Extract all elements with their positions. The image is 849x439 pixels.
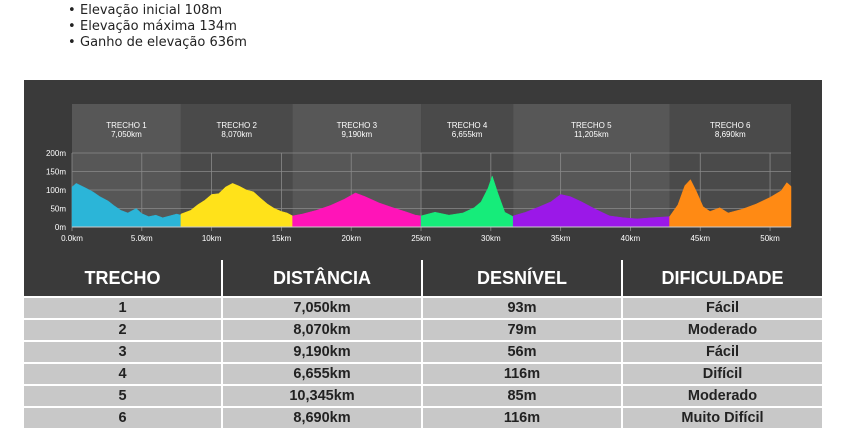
header-dificuldade: DIFICULDADE [621, 260, 822, 297]
segment-distance-label: 8,690km [715, 130, 746, 139]
stat-max-elevation: Elevação máxima 134m [66, 19, 247, 35]
elevation-stats-list: Elevação inicial 108m Elevação máxima 13… [66, 3, 247, 51]
cell-desnivel: 93m [421, 296, 623, 320]
cell-trecho: 1 [24, 296, 223, 320]
segment-distance-label: 9,190km [341, 130, 372, 139]
x-tick-label: 45km [690, 234, 710, 243]
table-row: 2 8,070km 79m Moderado [24, 318, 822, 342]
segment-band [513, 104, 670, 227]
segments-table: TRECHO DISTÂNCIA DESNÍVEL DIFICULDADE 1 … [24, 260, 822, 430]
x-tick-label: 30km [481, 234, 501, 243]
stat-elevation-gain: Ganho de elevação 636m [66, 35, 247, 51]
table-row: 6 8,690km 116m Muito Difícil [24, 406, 822, 430]
cell-desnivel: 116m [421, 406, 623, 430]
x-tick-label: 20km [341, 234, 361, 243]
cell-desnivel: 116m [421, 362, 623, 386]
elevation-area [512, 194, 670, 228]
segment-distance-label: 6,655km [452, 130, 483, 139]
cell-distancia: 8,070km [221, 318, 423, 342]
segment-label: TRECHO 1 [106, 121, 147, 130]
x-tick-label: 15km [272, 234, 292, 243]
x-tick-label: 40km [621, 234, 641, 243]
x-tick-label: 5.0km [131, 234, 153, 243]
table-row: 5 10,345km 85m Moderado [24, 384, 822, 408]
cell-trecho: 2 [24, 318, 223, 342]
cell-desnivel: 56m [421, 340, 623, 364]
cell-dificuldade: Muito Difícil [621, 406, 822, 430]
elevation-area [420, 175, 514, 228]
cell-distancia: 6,655km [221, 362, 423, 386]
cell-trecho: 4 [24, 362, 223, 386]
cell-dificuldade: Fácil [621, 296, 822, 320]
y-tick-label: 0m [55, 223, 66, 232]
cell-distancia: 7,050km [221, 296, 423, 320]
x-tick-label: 0.0km [61, 234, 83, 243]
elevation-profile-chart: TRECHO 17,050km TRECHO 28,070km TRECHO 39,… [46, 104, 792, 243]
segments-table-wrapper: TRECHO DISTÂNCIA DESNÍVEL DIFICULDADE 1 … [24, 260, 822, 430]
header-distancia: DISTÂNCIA [221, 260, 423, 297]
elevation-area [669, 179, 792, 228]
cell-dificuldade: Fácil [621, 340, 822, 364]
x-tick-label: 10km [202, 234, 222, 243]
cell-distancia: 9,190km [221, 340, 423, 364]
header-desnivel: DESNÍVEL [421, 260, 623, 297]
cell-trecho: 3 [24, 340, 223, 364]
cell-desnivel: 79m [421, 318, 623, 342]
segment-label: TRECHO 4 [447, 121, 488, 130]
table-header-row: TRECHO DISTÂNCIA DESNÍVEL DIFICULDADE [24, 260, 822, 297]
header-trecho: TRECHO [24, 260, 223, 297]
elevation-area [292, 192, 422, 228]
cell-distancia: 8,690km [221, 406, 423, 430]
cell-trecho: 5 [24, 384, 223, 408]
cell-trecho: 6 [24, 406, 223, 430]
y-tick-label: 150m [46, 168, 66, 177]
segment-distance-label: 8,070km [221, 130, 252, 139]
y-tick-label: 50m [50, 205, 66, 214]
stat-initial-elevation: Elevação inicial 108m [66, 3, 247, 19]
x-tick-label: 25km [411, 234, 431, 243]
table-row: 3 9,190km 56m Fácil [24, 340, 822, 364]
table-row: 4 6,655km 116m Difícil [24, 362, 822, 386]
table-row: 1 7,050km 93m Fácil [24, 296, 822, 320]
segment-label: TRECHO 2 [217, 121, 258, 130]
segment-label: TRECHO 6 [710, 121, 751, 130]
elevation-area [180, 183, 293, 228]
x-tick-label: 50km [760, 234, 780, 243]
cell-dificuldade: Moderado [621, 384, 822, 408]
segment-distance-label: 11,205km [574, 130, 609, 139]
y-tick-label: 200m [46, 149, 66, 158]
cell-dificuldade: Moderado [621, 318, 822, 342]
cell-desnivel: 85m [421, 384, 623, 408]
cell-distancia: 10,345km [221, 384, 423, 408]
x-tick-label: 35km [551, 234, 571, 243]
cell-dificuldade: Difícil [621, 362, 822, 386]
segment-label: TRECHO 5 [571, 121, 612, 130]
elevation-area [71, 183, 182, 228]
elevation-chart-panel: TRECHO 1 7,050km TRECHO 2 8,070km TRECHO 3 9,… [24, 80, 822, 260]
segment-label: TRECHO 3 [337, 121, 378, 130]
segment-distance-label: 7,050km [111, 130, 142, 139]
y-tick-label: 100m [46, 186, 66, 195]
